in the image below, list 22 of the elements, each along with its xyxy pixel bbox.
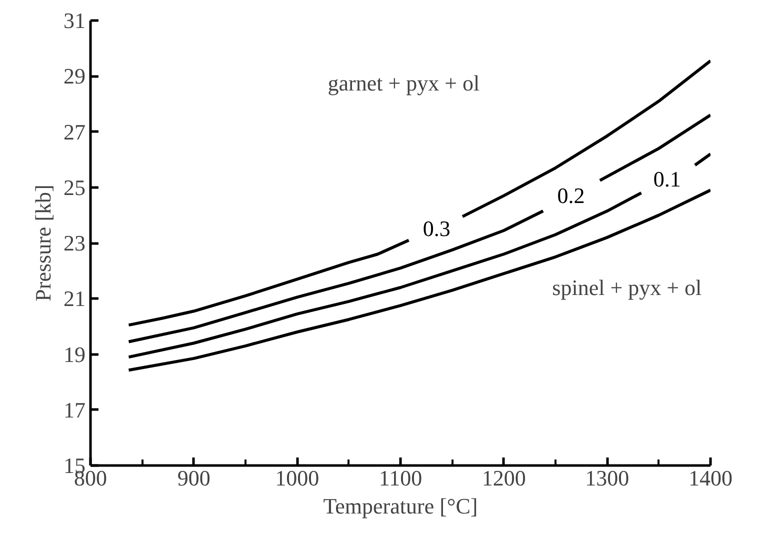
series-label: 0.2 bbox=[557, 183, 585, 208]
y-axis-title: Pressure [kb] bbox=[30, 184, 56, 302]
y-tick-label: 21 bbox=[64, 286, 86, 312]
x-tick-label: 1000 bbox=[275, 466, 320, 490]
y-tick-label: 19 bbox=[64, 342, 86, 367]
y-tick-label: 29 bbox=[64, 64, 86, 89]
y-tick-label: 17 bbox=[64, 397, 86, 422]
x-axis-title: Temperature [°C] bbox=[323, 494, 478, 518]
y-tick-label: 25 bbox=[64, 174, 86, 200]
series-label: 0.1 bbox=[653, 166, 681, 192]
line-series bbox=[127, 188, 710, 372]
series-label: 0.3 bbox=[422, 216, 450, 241]
y-tick-label: 23 bbox=[64, 230, 86, 256]
x-tick-label: 1400 bbox=[688, 466, 732, 490]
x-tick-label: 1200 bbox=[482, 466, 526, 490]
annotation: spinel + pyx + ol bbox=[552, 275, 702, 300]
y-tick-label: 27 bbox=[64, 119, 86, 144]
x-tick-label: 1100 bbox=[378, 466, 422, 490]
y-tick-label: 31 bbox=[64, 8, 86, 33]
x-tick-label: 900 bbox=[177, 466, 210, 490]
x-tick-label: 1300 bbox=[585, 466, 630, 490]
annotation: garnet + pyx + ol bbox=[328, 70, 480, 96]
